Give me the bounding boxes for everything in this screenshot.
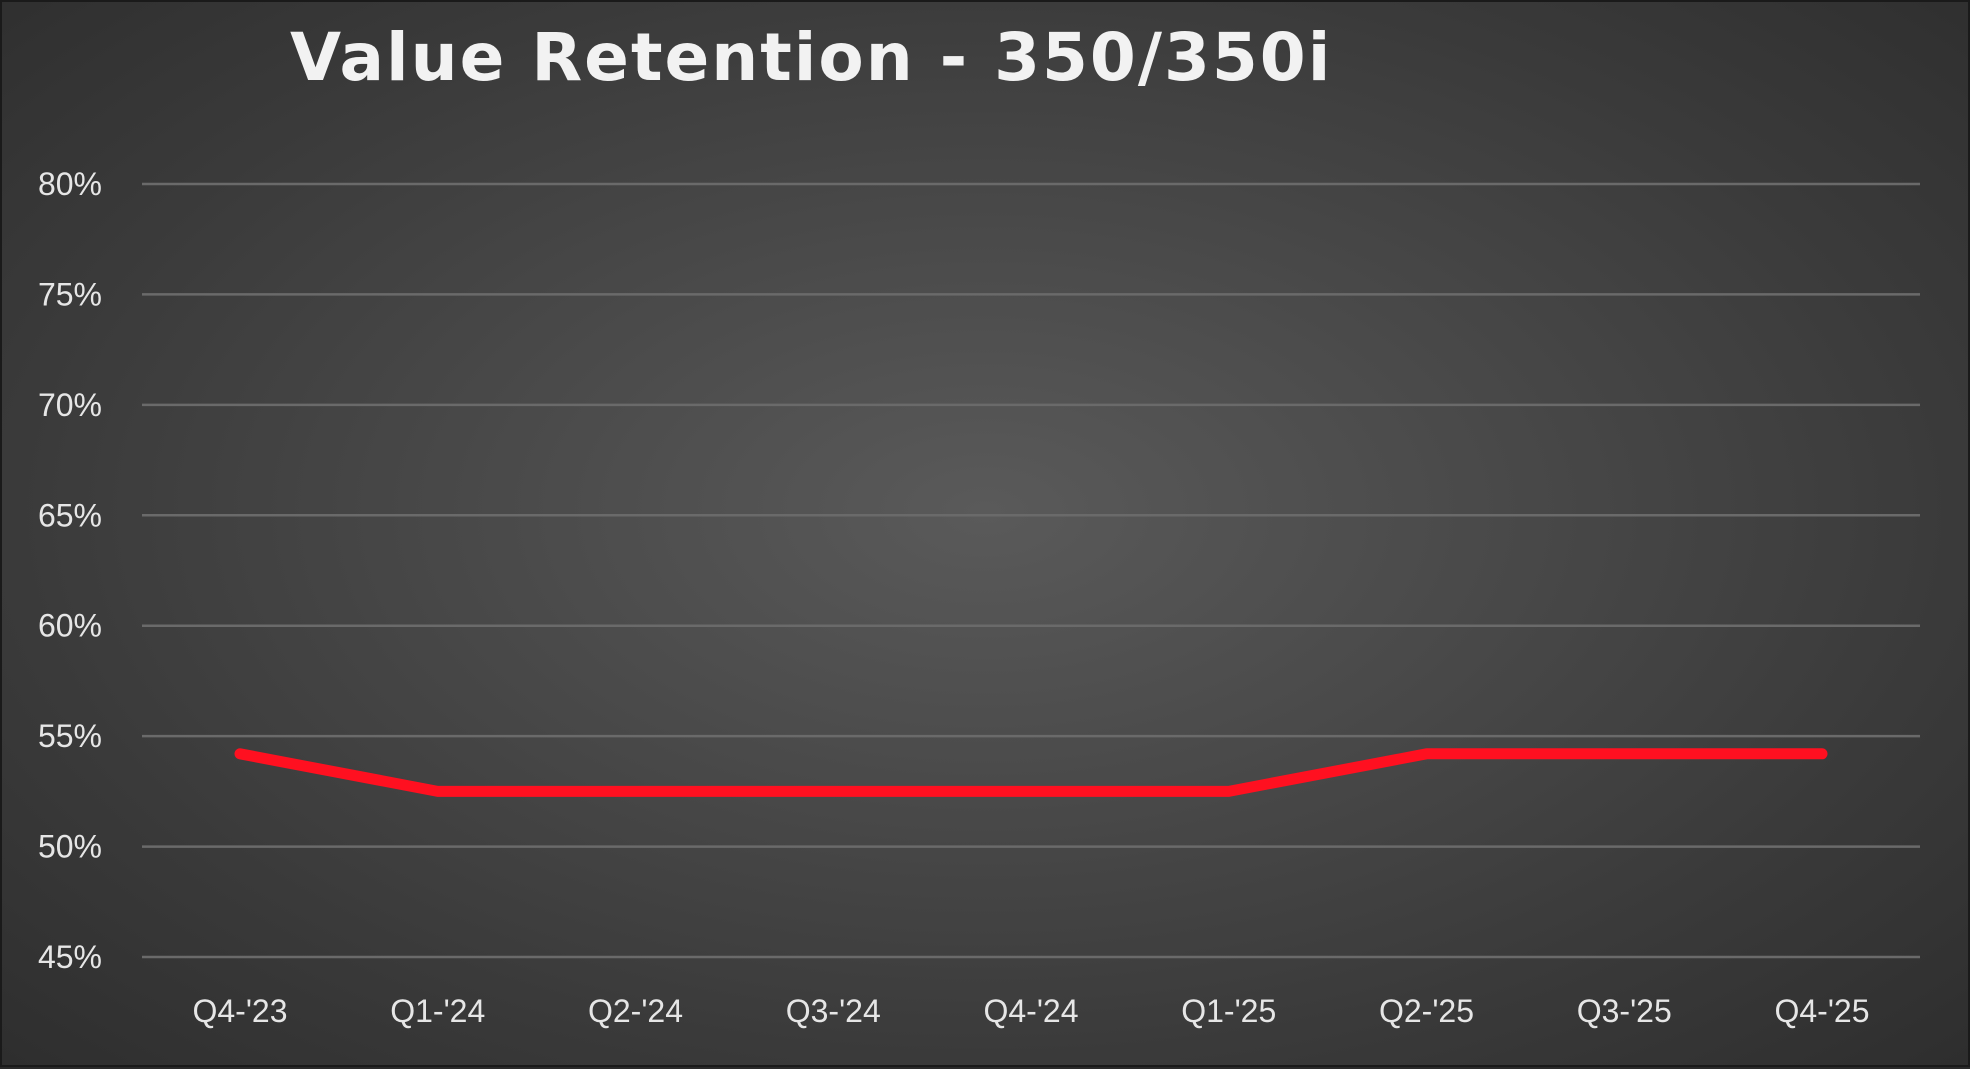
x-tick-label: Q4-'23	[192, 993, 287, 1029]
y-axis-ticks: 80% 75% 70% 65% 60% 55% 50% 45%	[38, 166, 102, 975]
series-lines	[240, 754, 1822, 792]
y-tick-label: 60%	[38, 608, 102, 644]
x-tick-label: Q1-'24	[390, 993, 485, 1029]
chart-title: Value Retention - 350/350i	[290, 19, 1332, 96]
gridlines	[142, 184, 1920, 957]
x-tick-label: Q2-'24	[588, 993, 683, 1029]
x-tick-label: Q4-'25	[1774, 993, 1869, 1029]
x-tick-label: Q2-'25	[1379, 993, 1474, 1029]
x-tick-label: Q4-'24	[983, 993, 1078, 1029]
series-line	[240, 754, 1822, 792]
x-tick-label: Q3-'24	[786, 993, 881, 1029]
y-tick-label: 70%	[38, 387, 102, 423]
y-tick-label: 75%	[38, 276, 102, 312]
x-tick-label: Q1-'25	[1181, 993, 1276, 1029]
y-tick-label: 65%	[38, 497, 102, 533]
y-tick-label: 45%	[38, 939, 102, 975]
y-tick-label: 55%	[38, 718, 102, 754]
x-axis-ticks: Q4-'23 Q1-'24 Q2-'24 Q3-'24 Q4-'24 Q1-'25 Q2-'…	[192, 993, 1869, 1029]
y-tick-label: 80%	[38, 166, 102, 202]
y-tick-label: 50%	[38, 829, 102, 865]
x-tick-label: Q3-'25	[1577, 993, 1672, 1029]
